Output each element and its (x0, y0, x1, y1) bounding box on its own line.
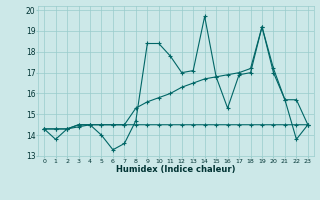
X-axis label: Humidex (Indice chaleur): Humidex (Indice chaleur) (116, 165, 236, 174)
